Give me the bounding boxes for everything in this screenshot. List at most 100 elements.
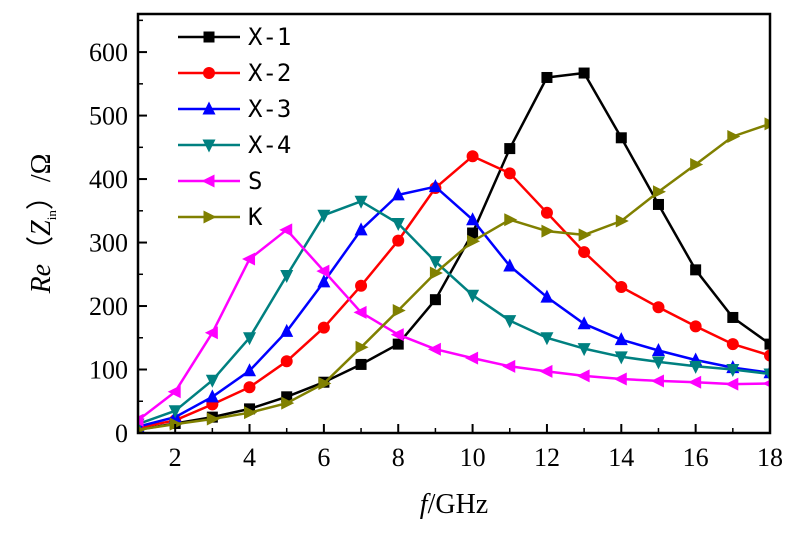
point-s-10 [465, 351, 479, 365]
point-k-11 [504, 213, 518, 227]
series-line-s [138, 228, 770, 422]
legend-marker-k [203, 210, 217, 224]
point-x3-5 [280, 323, 294, 337]
point-s-2 [167, 385, 181, 399]
point-s-13 [576, 369, 590, 383]
point-x1-16 [690, 264, 702, 276]
point-x1-7 [355, 358, 367, 370]
legend-label-x1: X-1 [248, 23, 291, 51]
point-s-11 [502, 359, 516, 373]
point-x3-3 [205, 389, 219, 403]
series-line-x1 [138, 71, 770, 432]
point-x2-4 [243, 381, 256, 394]
series-group [138, 67, 770, 433]
point-x3-13 [577, 316, 591, 330]
point-k-5 [281, 396, 295, 410]
point-x1-17 [727, 311, 739, 323]
legend-label-x2: X-2 [248, 59, 291, 87]
point-x4-3 [205, 374, 219, 388]
point-x4-12 [540, 332, 554, 346]
x-axis-title: f/GHz [420, 489, 488, 520]
legend-marker-x4 [202, 139, 216, 153]
point-x1-18 [764, 338, 770, 350]
point-x2-5 [280, 355, 293, 368]
point-x3-7 [354, 222, 368, 236]
y-axis-title-close: ）/Ω [25, 154, 57, 211]
y-tick-label-100: 100 [89, 356, 128, 385]
legend: X-1 X-2 X-3 X-4 SK [178, 23, 291, 231]
point-s-6 [316, 264, 330, 278]
point-s-15 [650, 374, 664, 388]
point-x3-15 [651, 342, 665, 356]
point-x2-11 [503, 167, 516, 180]
legend-label-k: K [248, 203, 263, 231]
legend-label-x3: X-3 [248, 95, 291, 123]
point-k-3 [206, 412, 220, 426]
point-x4-15 [651, 356, 665, 370]
y-tick-label-500: 500 [89, 102, 128, 131]
point-s-5 [279, 223, 293, 237]
x-tick-label-4: 4 [243, 443, 256, 472]
y-axis-title: Re（Zin）/Ω [25, 154, 59, 295]
point-x2-7 [355, 279, 368, 292]
point-k-1 [138, 426, 146, 433]
point-s-12 [539, 364, 553, 378]
point-s-7 [353, 305, 367, 319]
point-x2-16 [689, 320, 702, 333]
plot-layer [138, 67, 770, 433]
x-axis-title-var: f [420, 489, 431, 520]
x-tick-label-6: 6 [317, 443, 330, 472]
x-tick-label-12: 12 [534, 443, 560, 472]
x-tick-label-14: 14 [608, 443, 634, 472]
y-tick-label-400: 400 [89, 165, 128, 194]
point-k-18 [764, 117, 770, 131]
point-x1-10 [467, 227, 479, 239]
x-axis-title-unit: /GHz [428, 489, 489, 520]
point-x3-10 [466, 212, 480, 226]
point-x2-17 [726, 338, 739, 351]
legend-label-x4: X-4 [248, 131, 291, 159]
point-x1-9 [429, 294, 441, 306]
point-k-15 [652, 185, 666, 199]
point-x2-10 [466, 150, 479, 163]
x-tick-label-10: 10 [460, 443, 486, 472]
point-s-14 [613, 372, 627, 386]
series-line-x3 [138, 185, 770, 428]
point-s-8 [390, 328, 404, 342]
point-x4-6 [317, 209, 331, 223]
point-k-17 [727, 130, 741, 144]
x-tick-label-18: 18 [757, 443, 783, 472]
y-axis-title-re: Re [26, 264, 57, 295]
point-x4-13 [577, 343, 591, 357]
point-x2-6 [317, 321, 330, 334]
point-x1-14 [615, 132, 627, 144]
y-tick-label-200: 200 [89, 292, 128, 321]
point-k-8 [392, 303, 406, 317]
point-x3-4 [243, 363, 257, 377]
legend-marker-x2 [203, 67, 215, 79]
point-x4-7 [354, 195, 368, 209]
point-s-17 [725, 377, 739, 391]
point-x4-16 [689, 360, 703, 374]
x-tick-label-8: 8 [392, 443, 405, 472]
point-x4-9 [428, 256, 442, 270]
y-tick-label-300: 300 [89, 229, 128, 258]
point-k-9 [429, 266, 443, 280]
point-x1-4 [244, 403, 256, 415]
point-x4-2 [168, 405, 182, 419]
point-x2-12 [540, 206, 553, 219]
point-x1-13 [578, 67, 590, 79]
y-tick-label-600: 600 [89, 38, 128, 67]
legend-label-s: S [248, 167, 262, 195]
point-x2-14 [615, 280, 628, 293]
point-k-12 [541, 224, 555, 238]
point-k-10 [467, 234, 481, 248]
series-line-x4 [138, 200, 770, 426]
point-k-13 [578, 228, 592, 242]
point-x1-15 [652, 198, 664, 210]
point-s-16 [688, 375, 702, 389]
point-x3-6 [317, 274, 331, 288]
x-tick-label-2: 2 [169, 443, 182, 472]
point-s-18 [762, 379, 770, 388]
